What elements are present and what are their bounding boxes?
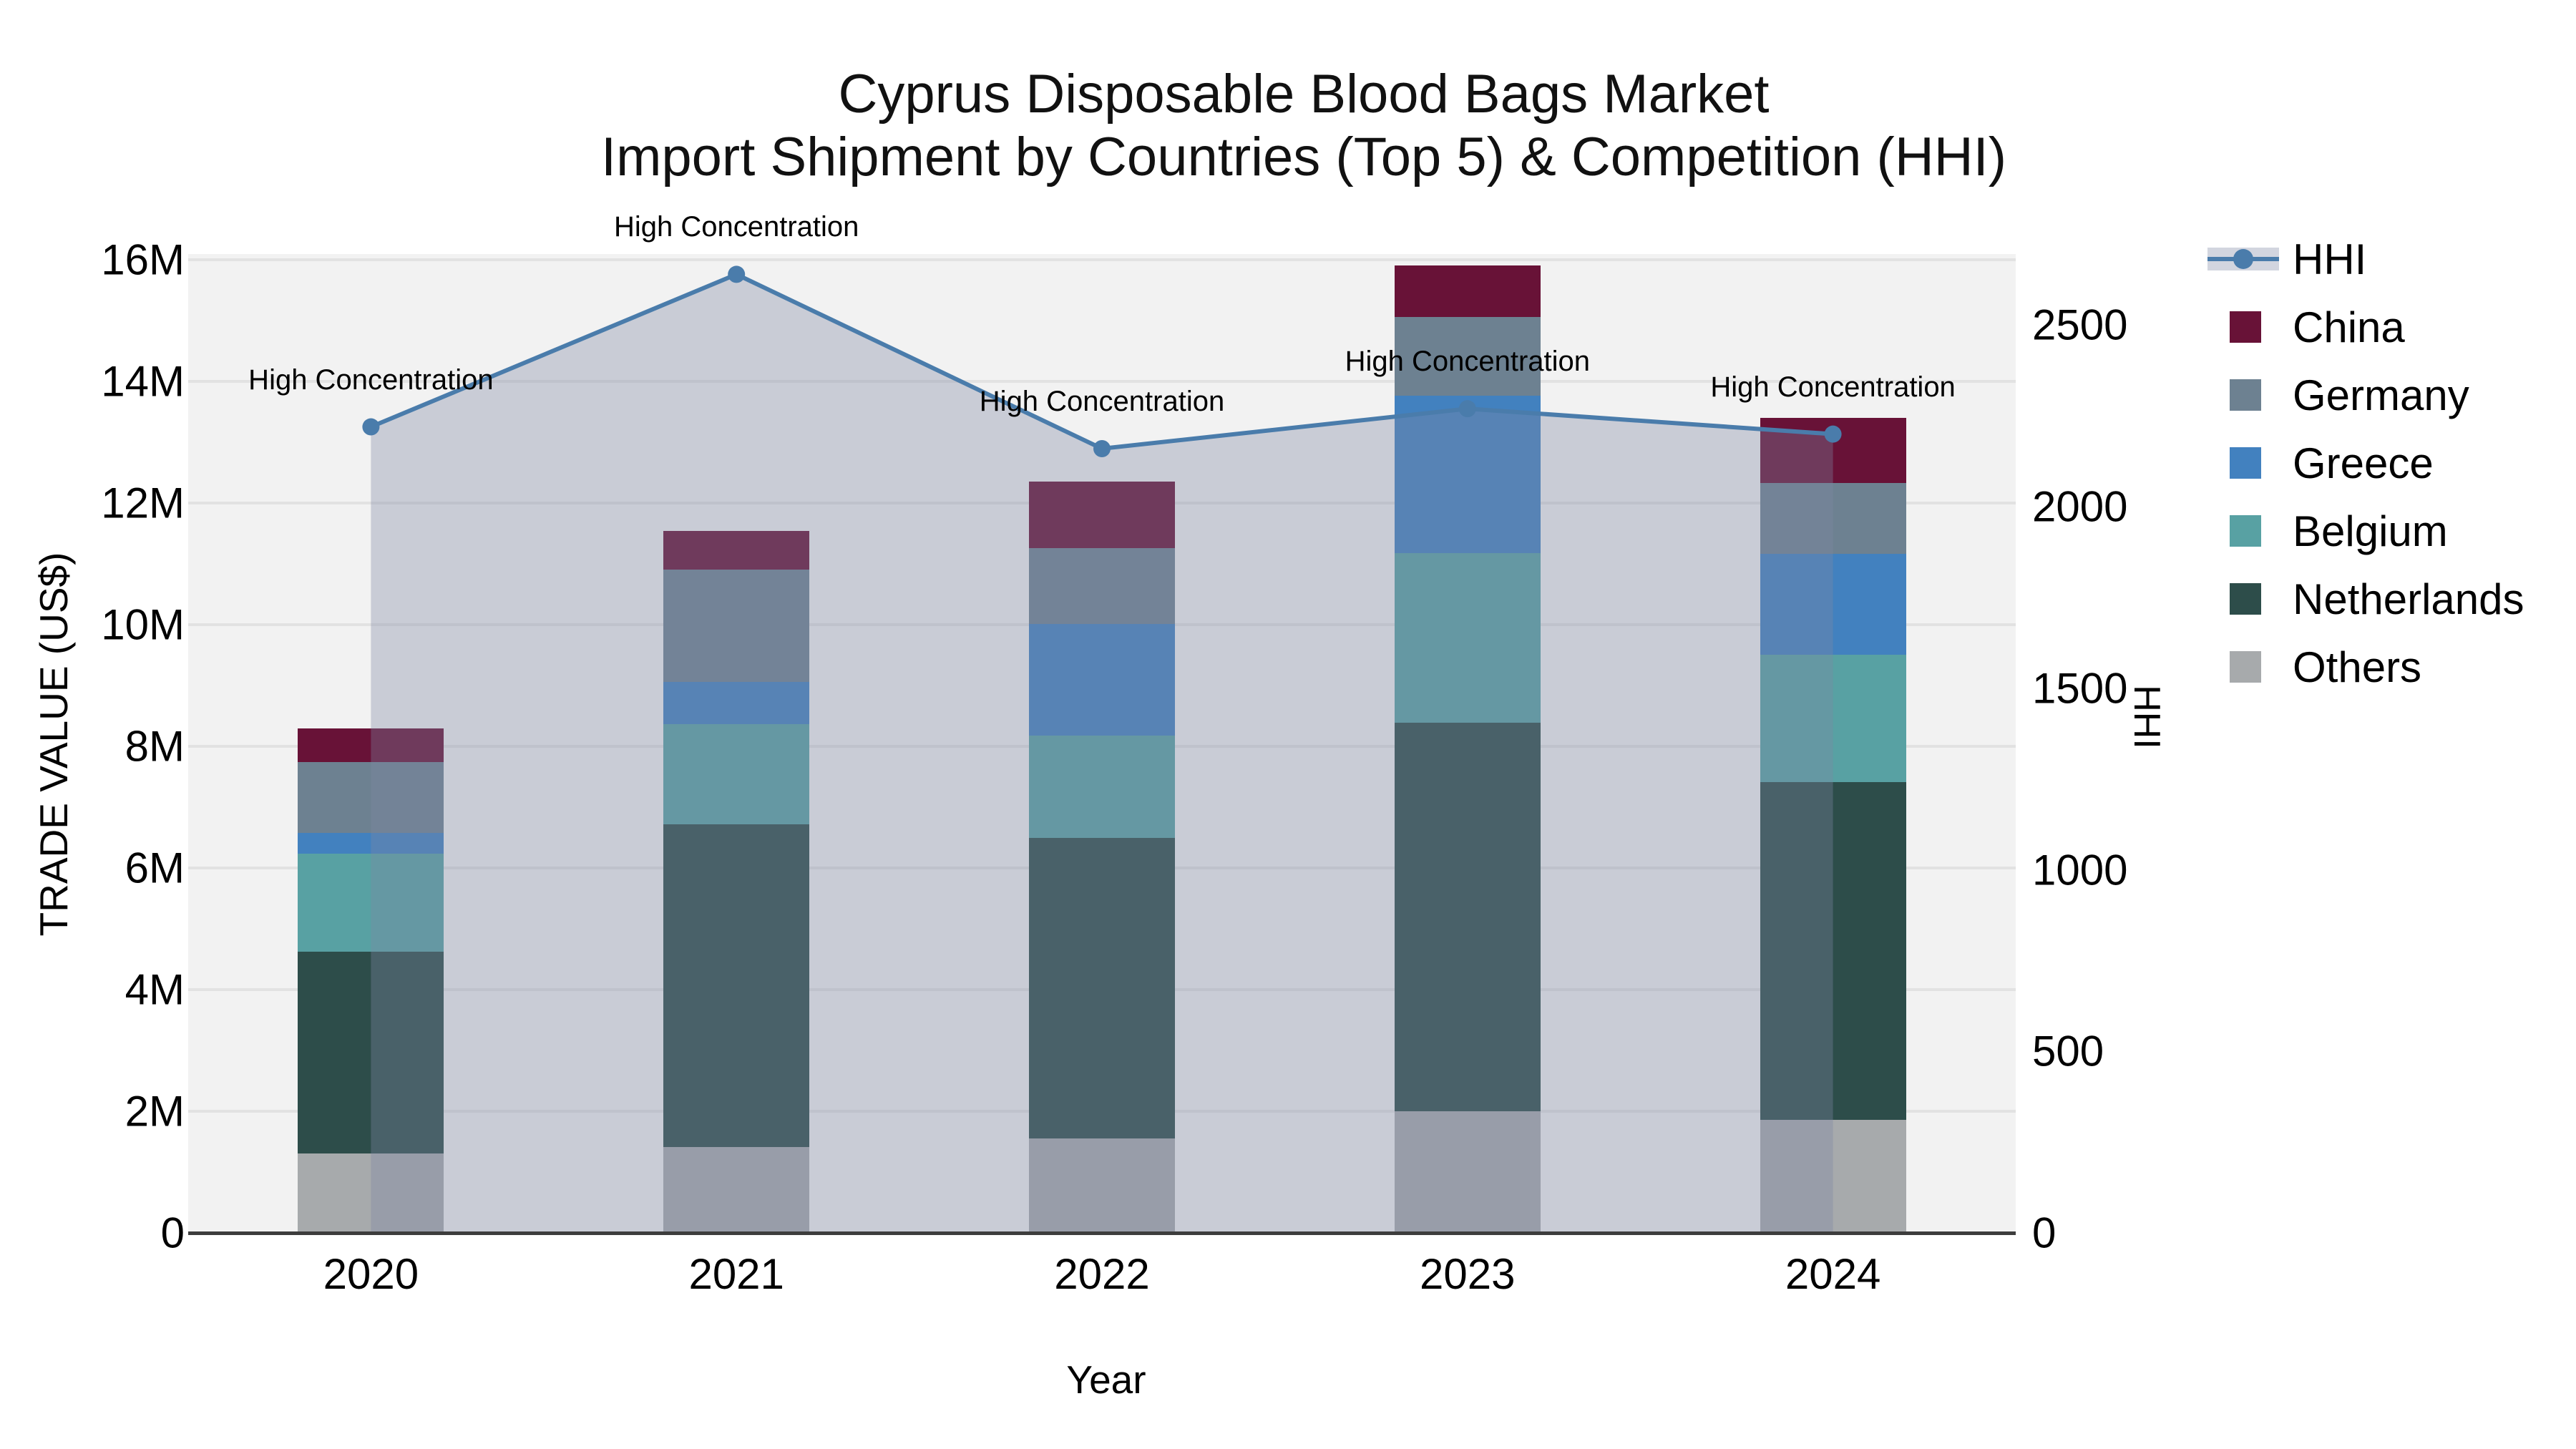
y-left-tick-label: 12M	[101, 479, 185, 527]
y-left-tick-label: 2M	[125, 1087, 185, 1136]
y-right-axis-title: HHI	[2126, 685, 2167, 749]
legend-swatch-others	[2230, 651, 2261, 683]
bar-segment-germany-2021	[663, 570, 810, 682]
y-left-axis-title: TRADE VALUE (US$)	[31, 552, 76, 937]
bar-segment-greece-2022	[1029, 624, 1175, 736]
bars-layer	[188, 254, 2016, 1233]
legend-item-hhi[interactable]: HHI	[2207, 235, 2576, 283]
legend-item-belgium[interactable]: Belgium	[2207, 507, 2576, 555]
bar-segment-netherlands-2024	[1760, 782, 1906, 1120]
bar-segment-belgium-2021	[663, 723, 810, 824]
hhi-legend-line-dot	[2233, 249, 2253, 269]
bar-segment-belgium-2023	[1394, 552, 1541, 723]
bar-segment-greece-2021	[663, 681, 810, 724]
x-tick-label: 2022	[1054, 1250, 1150, 1298]
x-tick-label: 2021	[688, 1250, 784, 1298]
chart-title-line2: Import Shipment by Countries (Top 5) & C…	[600, 127, 2007, 187]
hhi-area-fill	[371, 274, 1833, 1234]
legend-label-china: China	[2293, 303, 2405, 351]
annotation-high-concentration-2021: High Concentration	[613, 211, 859, 243]
legend-item-china[interactable]: China	[2207, 303, 2576, 351]
y-right-tick-label: 0	[2032, 1209, 2057, 1257]
x-axis-line	[188, 1231, 2016, 1235]
annotations-layer: High Concentration High Concentration High…	[188, 211, 2016, 1233]
hhi-line-svg	[362, 265, 1842, 1234]
y-left-tick-label: 14M	[101, 357, 185, 406]
y-left-tick-label: 8M	[125, 722, 185, 771]
bar-segment-china-2023	[1394, 265, 1541, 317]
x-tick-label: 2023	[1420, 1250, 1516, 1298]
gridline	[188, 379, 2016, 383]
x-tick-label: 2020	[323, 1250, 419, 1298]
legend-label-belgium: Belgium	[2293, 507, 2448, 555]
x-axis-title: Year	[1066, 1357, 1146, 1402]
bar-segment-china-2020	[298, 728, 444, 763]
hhi-marker-2023	[1458, 400, 1476, 418]
chart-title-line1: Cyprus Disposable Blood Bags Market	[838, 64, 1770, 125]
bar-segment-china-2022	[1029, 482, 1175, 548]
bar-segment-belgium-2022	[1029, 735, 1175, 839]
legend-label-greece: Greece	[2293, 439, 2434, 487]
hhi-legend-line-icon	[2207, 248, 2279, 270]
bar-segment-belgium-2020	[298, 853, 444, 952]
bar-segment-others-2022	[1029, 1138, 1175, 1233]
hhi-marker-2024	[1824, 425, 1842, 443]
legend-item-greece[interactable]: Greece	[2207, 439, 2576, 487]
legend-label-netherlands: Netherlands	[2293, 575, 2524, 623]
hhi-marker-2020	[362, 418, 380, 436]
y-right-tick-label: 2500	[2032, 301, 2128, 349]
y-right-tick-label: 2000	[2032, 482, 2128, 531]
bar-segment-china-2021	[663, 531, 810, 570]
y-right-tick-label: 1000	[2032, 846, 2128, 894]
bar-segment-germany-2023	[1394, 316, 1541, 396]
legend-swatch-china	[2230, 311, 2261, 343]
legend-swatch-netherlands	[2230, 583, 2261, 615]
bar-segment-netherlands-2023	[1394, 722, 1541, 1111]
y-right-tick-label: 500	[2032, 1027, 2104, 1075]
y-left-tick-label: 0	[160, 1209, 185, 1257]
bar-segment-others-2023	[1394, 1111, 1541, 1233]
hhi-marker-2021	[728, 265, 746, 283]
gridline	[188, 258, 2016, 261]
bar-segment-netherlands-2021	[663, 824, 810, 1148]
annotation-high-concentration-2022: High Concentration	[979, 385, 1225, 417]
legend-swatch-belgium	[2230, 515, 2261, 547]
bar-segment-others-2024	[1760, 1119, 1906, 1233]
bar-segment-greece-2023	[1394, 396, 1541, 553]
legend-item-germany[interactable]: Germany	[2207, 371, 2576, 419]
legend-item-netherlands[interactable]: Netherlands	[2207, 575, 2576, 623]
legend-swatch-germany	[2230, 379, 2261, 411]
y-left-tick-label: 10M	[101, 600, 185, 649]
bar-segment-germany-2024	[1760, 482, 1906, 555]
legend-label-germany: Germany	[2293, 371, 2469, 419]
annotation-high-concentration-2024: High Concentration	[1710, 371, 1956, 403]
y-left-tick-label: 4M	[125, 965, 185, 1014]
bar-segment-belgium-2024	[1760, 654, 1906, 783]
annotation-high-concentration-2023: High Concentration	[1345, 346, 1591, 378]
x-tick-label: 2024	[1785, 1250, 1881, 1298]
bar-segment-netherlands-2020	[298, 952, 444, 1154]
bar-segment-others-2021	[663, 1147, 810, 1233]
bar-segment-greece-2024	[1760, 554, 1906, 655]
y-left-tick-label: 6M	[125, 844, 185, 892]
legend-item-others[interactable]: Others	[2207, 643, 2576, 691]
hhi-line-layer	[188, 254, 2016, 1234]
annotation-high-concentration-2020: High Concentration	[248, 364, 494, 396]
bar-segment-germany-2020	[298, 762, 444, 833]
hhi-marker-2022	[1093, 439, 1111, 457]
y-right-tick-label: 1500	[2032, 664, 2128, 713]
bar-segment-others-2020	[298, 1153, 444, 1233]
chart-title: Cyprus Disposable Blood Bags Market Impo…	[601, 63, 2006, 189]
legend-label-others: Others	[2293, 643, 2422, 691]
bar-segment-netherlands-2022	[1029, 838, 1175, 1139]
legend-label-hhi: HHI	[2293, 235, 2367, 283]
bar-segment-greece-2020	[298, 832, 444, 854]
bar-segment-germany-2022	[1029, 547, 1175, 625]
legend-swatch-greece	[2230, 447, 2261, 479]
y-left-tick-label: 16M	[101, 235, 185, 284]
